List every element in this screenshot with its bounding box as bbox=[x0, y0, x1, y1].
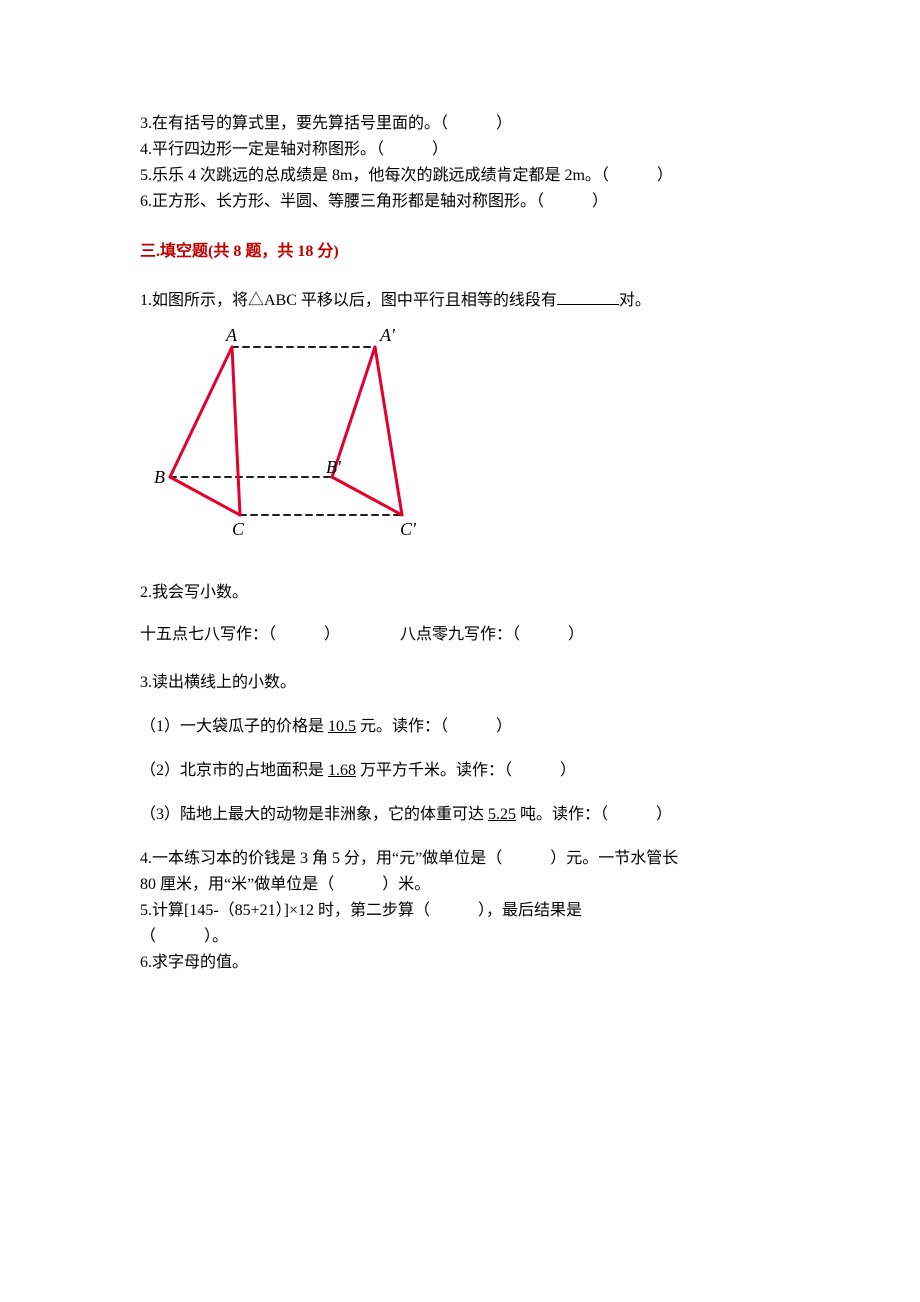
section3-q3-3-pre: （3）陆地上最大的动物是非洲象，它的体重可达 bbox=[140, 806, 488, 823]
section3-q3-1-post: 元。读作：（ ） bbox=[356, 718, 512, 735]
section3-q6: 6.求字母的值。 bbox=[140, 951, 790, 975]
svg-text:B': B' bbox=[326, 457, 342, 477]
svg-text:C: C bbox=[232, 519, 245, 539]
section3-q5-line2: （ ）。 bbox=[140, 925, 790, 949]
section3-q3-3-post: 吨。读作：（ ） bbox=[516, 806, 672, 823]
svg-text:C': C' bbox=[400, 519, 417, 539]
section3-q4-line1: 4.一本练习本的价钱是 3 角 5 分，用“元”做单位是（ ）元。一节水管长 bbox=[140, 847, 790, 871]
section3-q3-3: （3）陆地上最大的动物是非洲象，它的体重可达 5.25 吨。读作：（ ） bbox=[140, 803, 790, 827]
section2-q3: 3.在有括号的算式里，要先算括号里面的。（ ） bbox=[140, 112, 790, 136]
section3-q3-3-val: 5.25 bbox=[488, 806, 516, 823]
section3-q1-pre: 1.如图所示，将△ABC 平移以后，图中平行且相等的线段有 bbox=[140, 292, 557, 309]
svg-text:B: B bbox=[154, 467, 165, 487]
section3-q2-row: 十五点七八写作：（ ） 八点零九写作：（ ） bbox=[140, 623, 790, 647]
section3-q4-line2: 80 厘米，用“米”做单位是（ ）米。 bbox=[140, 873, 790, 897]
triangle-translation-diagram: A A' B B' C C' bbox=[150, 325, 790, 553]
section3-q3-2-val: 1.68 bbox=[328, 762, 356, 779]
section3-q3-2: （2）北京市的占地面积是 1.68 万平方千米。读作：（ ） bbox=[140, 759, 790, 783]
section3-q3-2-post: 万平方千米。读作：（ ） bbox=[356, 762, 576, 779]
section2-q6: 6.正方形、长方形、半圆、等腰三角形都是轴对称图形。（ ） bbox=[140, 190, 790, 214]
worksheet-page: 3.在有括号的算式里，要先算括号里面的。（ ） 4.平行四边形一定是轴对称图形。… bbox=[0, 0, 920, 1077]
section2-q4: 4.平行四边形一定是轴对称图形。（ ） bbox=[140, 138, 790, 162]
svg-text:A': A' bbox=[379, 325, 396, 345]
section3-q5-line1: 5.计算[145-（85+21）]×12 时，第二步算（ ），最后结果是 bbox=[140, 899, 790, 923]
section3-q3-1-pre: （1）一大袋瓜子的价格是 bbox=[140, 718, 328, 735]
section3-q3: 3.读出横线上的小数。 bbox=[140, 671, 790, 695]
blank-underline bbox=[557, 288, 619, 305]
svg-text:A: A bbox=[225, 325, 238, 345]
section3-q3-1: （1）一大袋瓜子的价格是 10.5 元。读作：（ ） bbox=[140, 715, 790, 739]
section3-q3-1-val: 10.5 bbox=[328, 718, 356, 735]
section3-q1-post: 对。 bbox=[619, 292, 651, 309]
section3-title: 三.填空题(共 8 题，共 18 分) bbox=[140, 240, 790, 264]
section3-q3-2-pre: （2）北京市的占地面积是 bbox=[140, 762, 328, 779]
section3-q2a: 十五点七八写作：（ ） bbox=[140, 623, 340, 647]
section3-q2: 2.我会写小数。 bbox=[140, 581, 790, 605]
section3-q1: 1.如图所示，将△ABC 平移以后，图中平行且相等的线段有 对。 bbox=[140, 288, 790, 313]
section2-q5: 5.乐乐 4 次跳远的总成绩是 8m，他每次的跳远成绩肯定都是 2m。（ ） bbox=[140, 164, 790, 188]
triangle-svg: A A' B B' C C' bbox=[150, 325, 440, 545]
section3-q2b: 八点零九写作：（ ） bbox=[400, 623, 584, 647]
